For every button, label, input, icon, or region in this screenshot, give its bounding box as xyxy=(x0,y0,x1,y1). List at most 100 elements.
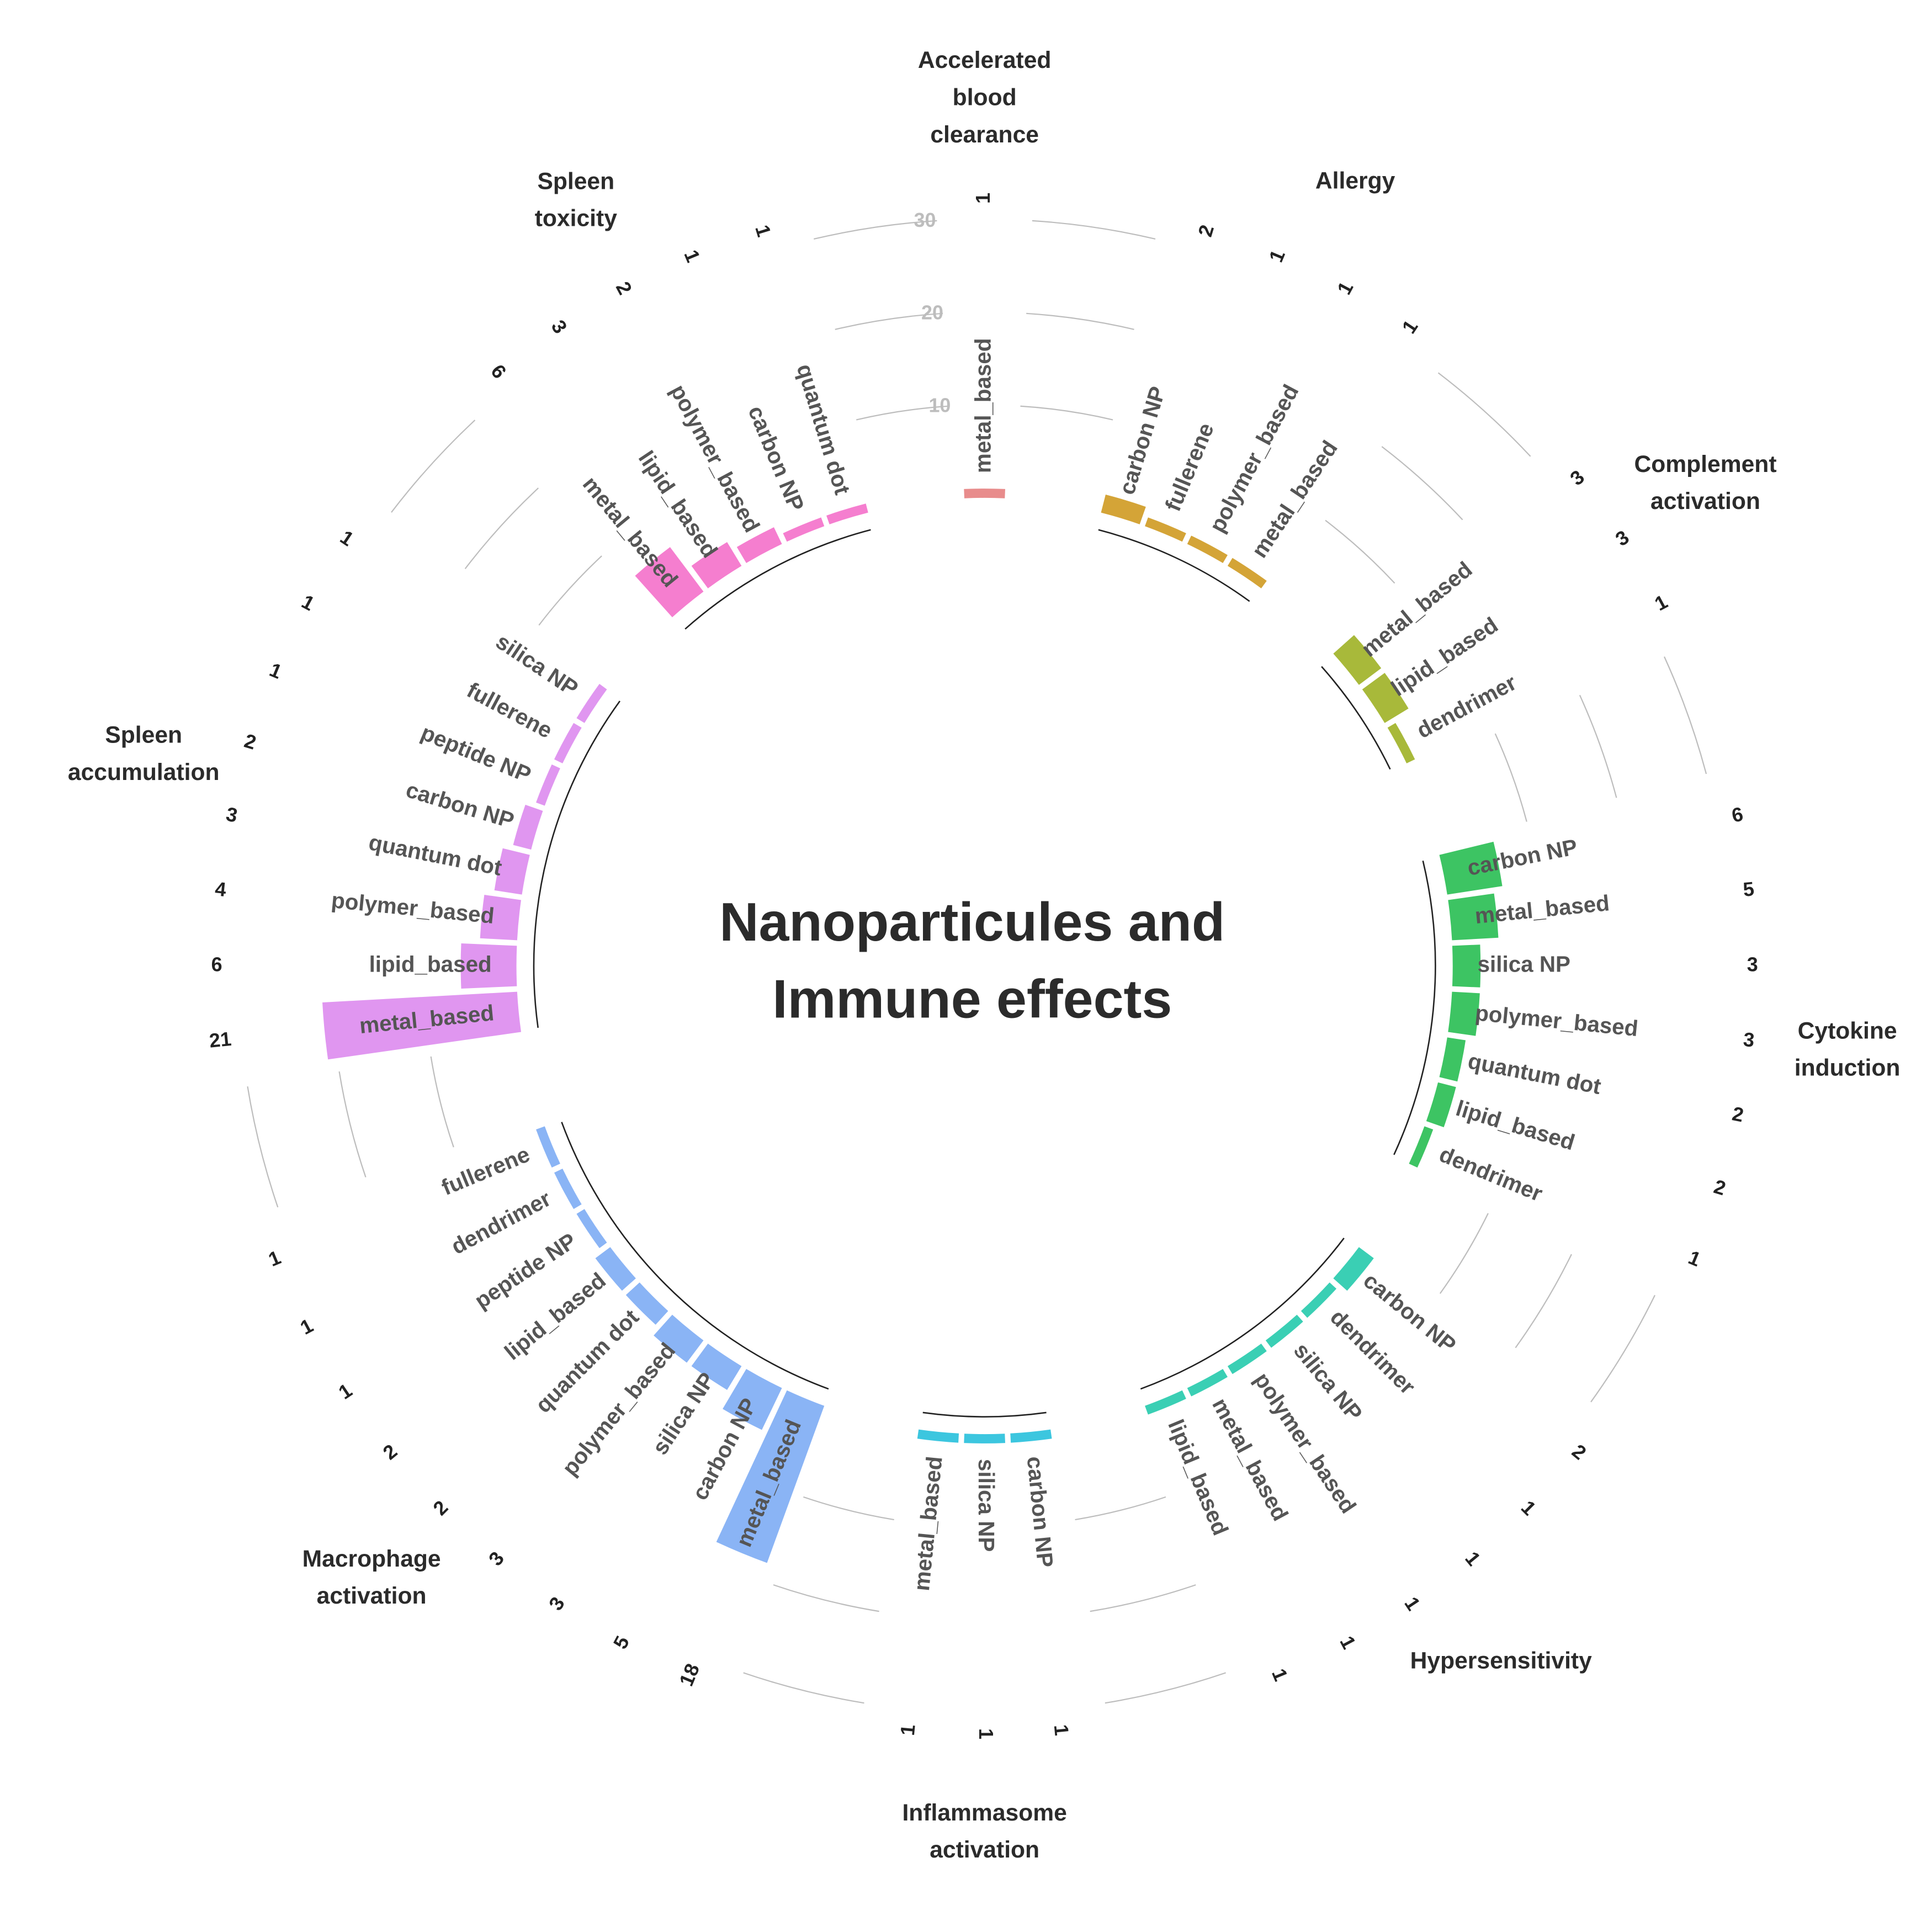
bar-value-label: 1 xyxy=(1651,591,1671,615)
bar-category-label: silica NP xyxy=(647,1368,720,1459)
bar-silica-np xyxy=(964,1434,1006,1443)
bar-lipid-based xyxy=(691,542,742,588)
bar-lipid-based xyxy=(595,1247,636,1291)
bar-category-label: peptide NP xyxy=(417,719,534,787)
grid-arc-10 xyxy=(1020,405,1113,421)
bar-value-label: 2 xyxy=(1711,1175,1728,1199)
grid-arc-20 xyxy=(773,1584,879,1612)
bar-metal-based xyxy=(1227,558,1267,588)
group-baseline-arc xyxy=(1321,666,1391,770)
bar-polymer-based xyxy=(1187,535,1228,564)
grid-arc-10 xyxy=(1075,1496,1166,1521)
group-label: Cytokine induction xyxy=(1795,1018,1901,1081)
bar-dendrimer xyxy=(1301,1282,1337,1318)
bar-value-label: 1 xyxy=(1517,1496,1540,1520)
bar-category-label: polymer_based xyxy=(1474,1000,1639,1041)
grid-arc-20 xyxy=(1381,446,1463,521)
bar-quantum-dot xyxy=(826,503,868,524)
bar-value-label: 1 xyxy=(1050,1723,1073,1737)
grid-arc-20 xyxy=(1026,312,1134,330)
group-label: Complement activation xyxy=(1634,451,1776,514)
bar-carbon-np xyxy=(1333,1247,1374,1291)
bar-value-label: 1 xyxy=(680,247,704,266)
chart-title: Nanoparticules and Immune effects xyxy=(719,891,1225,1029)
grid-arc-30 xyxy=(1032,220,1156,240)
bar-value-label: 1 xyxy=(1685,1246,1704,1271)
radial-tick-label: 30 xyxy=(914,209,936,231)
grid-arc-20 xyxy=(1515,1254,1572,1349)
labels: metal_based 1 Accelerated blood clearance car… xyxy=(68,47,1901,1863)
bar-value-label: 1 xyxy=(975,1728,997,1739)
bar-lipid-based xyxy=(1145,1390,1186,1415)
bar-dendrimer xyxy=(1387,723,1415,763)
grid-arc-10 xyxy=(856,405,949,421)
bar-value-label: 1 xyxy=(1265,247,1289,266)
bar-metal-based xyxy=(917,1429,959,1443)
bar-peptide-np xyxy=(576,1209,607,1249)
bar-metal-based xyxy=(635,547,704,618)
bar-silica-np xyxy=(576,683,607,723)
bar-value-label: 6 xyxy=(486,360,511,383)
group-label: Spleen accumulation xyxy=(68,722,220,785)
bar-silica-np xyxy=(691,1344,742,1390)
bar-value-label: 2 xyxy=(242,730,259,754)
bar-peptide-np xyxy=(536,764,560,806)
bar-category-label: quantum dot xyxy=(792,361,856,497)
group-label: Inflammasome activation xyxy=(902,1800,1066,1863)
grid-arc-10 xyxy=(1325,519,1395,584)
group-baseline-arc xyxy=(684,529,871,630)
group-baseline-arc xyxy=(1140,1238,1345,1390)
group-label: Spleen toxicity xyxy=(535,168,617,232)
bar-fullerene xyxy=(1145,517,1186,542)
bar-value-label: 1 xyxy=(267,659,285,683)
bar-value-label: 2 xyxy=(1568,1440,1590,1464)
bar-category-label: lipid_based xyxy=(369,952,492,977)
group-label: Allergy xyxy=(1315,168,1395,194)
grid-arc-30 xyxy=(1105,1672,1226,1704)
bar-carbon-np xyxy=(783,517,825,542)
bar-value-label: 2 xyxy=(1731,1102,1745,1126)
grid-arc-30 xyxy=(1590,1294,1655,1403)
bar-value-label: 2 xyxy=(612,278,636,298)
bar-value-label: 1 xyxy=(1335,1632,1360,1652)
group-baseline-arc xyxy=(1393,861,1436,1155)
bar-quantum-dot xyxy=(1439,1037,1466,1082)
bar-value-label: 2 xyxy=(429,1496,452,1520)
bar-value-label: 5 xyxy=(609,1632,634,1652)
grid-arc-30 xyxy=(1437,372,1531,457)
bar-value-label: 3 xyxy=(1566,466,1589,490)
grid-arc-10 xyxy=(1494,733,1527,822)
bar-silica-np xyxy=(1265,1314,1303,1348)
group-baseline-arc xyxy=(533,700,621,1028)
bar-value-label: 3 xyxy=(484,1547,508,1570)
group-baseline-arc xyxy=(1098,529,1250,602)
bar-value-label: 1 xyxy=(1400,1593,1424,1615)
grid-arc-20 xyxy=(835,312,943,330)
bar-value-label: 1 xyxy=(972,193,994,204)
grid-arcs xyxy=(247,220,1707,1704)
bar-polymer-based xyxy=(480,895,522,941)
grid-arc-10 xyxy=(803,1496,894,1521)
bar-category-label: carbon NP xyxy=(1465,834,1579,881)
group-baseline-arc xyxy=(561,1122,829,1390)
bar-value-label: 1 xyxy=(296,1314,316,1339)
grid-arc-30 xyxy=(247,1086,279,1208)
bar-polymer-based xyxy=(1448,991,1480,1036)
bar-value-label: 3 xyxy=(1747,953,1758,975)
grid-arc-20 xyxy=(1579,694,1617,798)
bar-category-label: quantum dot xyxy=(1466,1048,1604,1099)
bar-category-label: metal_based xyxy=(909,1455,947,1592)
bar-category-label: silica NP xyxy=(1478,952,1570,977)
bar-dendrimer xyxy=(1409,1126,1434,1168)
bar-polymer-based xyxy=(1227,1344,1267,1374)
grid-arc-20 xyxy=(1090,1584,1196,1612)
bar-value-label: 1 xyxy=(1461,1547,1485,1570)
bar-value-label: 2 xyxy=(1194,222,1218,240)
bar-category-label: silica NP xyxy=(974,1459,999,1552)
bar-fullerene xyxy=(536,1126,560,1168)
bar-metal-based xyxy=(1448,893,1499,941)
radial-tick-label: 10 xyxy=(928,394,951,416)
bar-quantum-dot xyxy=(494,848,530,895)
bar-fullerene xyxy=(554,723,582,763)
grid-arc-30 xyxy=(1664,656,1707,774)
